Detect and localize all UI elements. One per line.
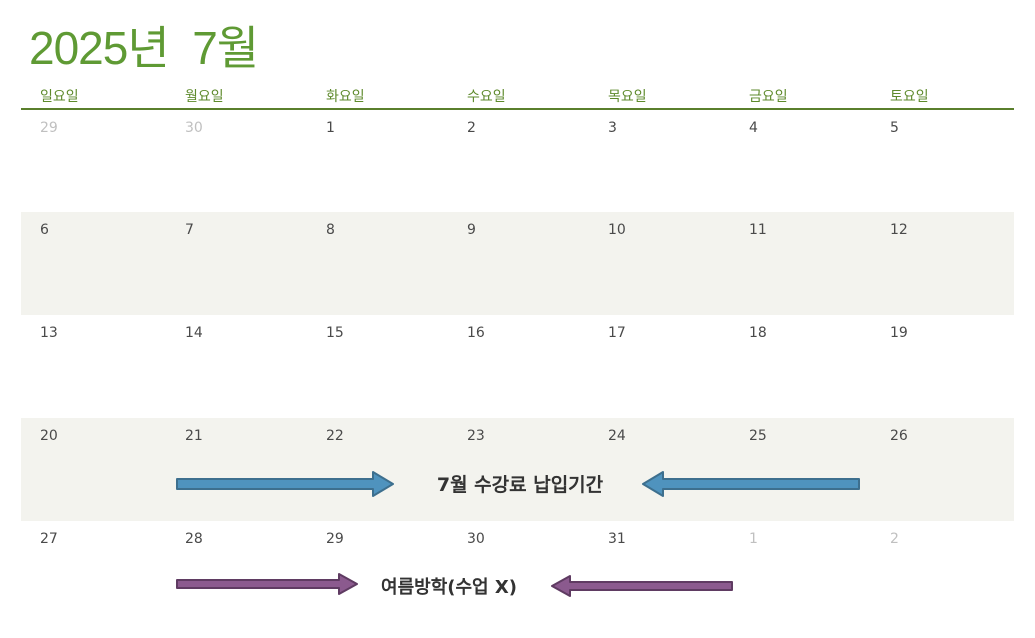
- day-number[interactable]: 21: [185, 428, 203, 444]
- day-number[interactable]: 25: [749, 428, 767, 444]
- week-row: 29 30 1 2 3 4 5: [21, 110, 1014, 213]
- day-number[interactable]: 24: [608, 428, 626, 444]
- weekday-tuesday: 화요일: [326, 89, 365, 105]
- weekday-friday: 금요일: [749, 89, 788, 105]
- day-number[interactable]: 28: [185, 531, 203, 547]
- event-arrow-left: [551, 575, 733, 597]
- week-row: 13 14 15 16 17 18 19: [21, 315, 1014, 418]
- weekday-monday: 월요일: [185, 89, 224, 105]
- day-number[interactable]: 19: [890, 325, 908, 341]
- day-number[interactable]: 9: [467, 222, 476, 238]
- day-number[interactable]: 8: [326, 222, 335, 238]
- day-number[interactable]: 1: [749, 531, 758, 547]
- day-number[interactable]: 2: [890, 531, 899, 547]
- week-row: 6 7 8 9 10 11 12: [21, 212, 1014, 315]
- day-number[interactable]: 3: [608, 120, 617, 136]
- day-number[interactable]: 30: [185, 120, 203, 136]
- day-number[interactable]: 2: [467, 120, 476, 136]
- day-number[interactable]: 20: [40, 428, 58, 444]
- event-label-tuition: 7월 수강료 납입기간: [436, 474, 604, 496]
- event-arrow-right: [176, 573, 358, 595]
- calendar-title: 2025년 7월: [29, 22, 259, 74]
- day-number[interactable]: 31: [608, 531, 626, 547]
- weekday-sunday: 일요일: [40, 89, 79, 105]
- day-number[interactable]: 18: [749, 325, 767, 341]
- week-row: 27 28 29 30 31 1 2: [21, 521, 1014, 624]
- day-number[interactable]: 27: [40, 531, 58, 547]
- weekday-thursday: 목요일: [608, 89, 647, 105]
- day-number[interactable]: 29: [40, 120, 58, 136]
- day-number[interactable]: 30: [467, 531, 485, 547]
- event-arrow-left: [642, 471, 860, 497]
- day-number[interactable]: 1: [326, 120, 335, 136]
- day-number[interactable]: 5: [890, 120, 899, 136]
- event-arrow-right: [176, 471, 394, 497]
- day-number[interactable]: 26: [890, 428, 908, 444]
- weekday-saturday: 토요일: [890, 89, 929, 105]
- day-number[interactable]: 23: [467, 428, 485, 444]
- day-number[interactable]: 17: [608, 325, 626, 341]
- day-number[interactable]: 11: [749, 222, 767, 238]
- day-number[interactable]: 16: [467, 325, 485, 341]
- day-number[interactable]: 29: [326, 531, 344, 547]
- day-number[interactable]: 4: [749, 120, 758, 136]
- day-number[interactable]: 10: [608, 222, 626, 238]
- week-row: 20 21 22 23 24 25 26: [21, 418, 1014, 521]
- day-number[interactable]: 22: [326, 428, 344, 444]
- day-number[interactable]: 7: [185, 222, 194, 238]
- day-number[interactable]: 13: [40, 325, 58, 341]
- day-number[interactable]: 6: [40, 222, 49, 238]
- day-number[interactable]: 15: [326, 325, 344, 341]
- day-number[interactable]: 14: [185, 325, 203, 341]
- weekday-header: 일요일 월요일 화요일 수요일 목요일 금요일 토요일: [21, 84, 1014, 110]
- event-label-vacation: 여름방학(수업 X): [381, 577, 517, 598]
- day-number[interactable]: 12: [890, 222, 908, 238]
- weekday-wednesday: 수요일: [467, 89, 506, 105]
